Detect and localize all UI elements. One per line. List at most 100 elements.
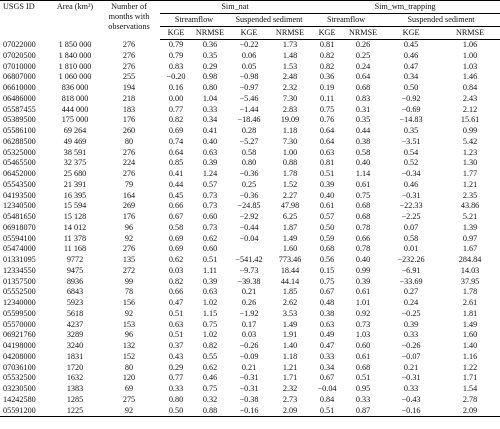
table-cell: 0.79 xyxy=(168,50,184,60)
table-cell: 1.21 xyxy=(462,179,478,189)
station-id: 05532500 xyxy=(3,373,36,383)
table-cell: 14 012 xyxy=(63,222,87,232)
table-cell: 11 378 xyxy=(63,233,87,243)
table-cell: −39.38 xyxy=(237,276,261,286)
table-cell: 1720 xyxy=(66,362,84,372)
table-row: 05325000 38 591 276 0.64 0.63 0.58 1.00 0.63 0.5… xyxy=(0,148,500,159)
table-row: 04193500 16 395 164 0.45 0.73 −0.36 2.27 0.40 0.… xyxy=(0,191,500,202)
table-cell: 14.03 xyxy=(460,265,480,275)
table-cell: 276 xyxy=(122,50,136,60)
table-cell: 0.88 xyxy=(282,158,298,168)
table-cell: 0.85 xyxy=(168,158,184,168)
station-id: 04193500 xyxy=(3,190,36,200)
table-cell: 2.32 xyxy=(282,83,298,92)
table-cell: 96 xyxy=(124,330,134,340)
table-cell: 0.64 xyxy=(319,136,335,146)
table-cell: 69 264 xyxy=(63,126,87,135)
table-cell: 0.51 xyxy=(319,169,335,178)
table-cell: 0.98 xyxy=(202,72,218,82)
table-cell: 0.83 xyxy=(355,93,371,103)
table-cell: 2.35 xyxy=(462,190,478,200)
table-cell: 1225 xyxy=(66,405,84,415)
table-row: 05570000 4237 153 0.63 0.75 0.17 1.49 0.63 0.73 0… xyxy=(0,320,500,331)
table-cell: −0.92 xyxy=(401,93,421,103)
table-cell: 0.68 xyxy=(319,244,335,254)
table-cell: −0.31 xyxy=(239,373,259,383)
table-cell: 0.60 xyxy=(202,212,218,221)
header-cell: Area (km²) xyxy=(56,2,94,11)
table-cell: 1.30 xyxy=(462,158,478,168)
table-cell: 0.33 xyxy=(403,330,419,340)
table-cell: 1383 xyxy=(66,384,84,393)
table-cell: 0.40 xyxy=(202,136,218,146)
table-cell: 8936 xyxy=(66,276,84,286)
table-cell: 1.52 xyxy=(282,179,298,189)
table-cell: 0.61 xyxy=(355,179,371,189)
station-id: 06288500 xyxy=(3,136,36,146)
station-id: 06610000 xyxy=(3,83,36,92)
table-cell: 0.27 xyxy=(403,287,419,297)
table-cell: 0.58 xyxy=(168,222,184,232)
table-cell: −0.44 xyxy=(239,222,259,232)
table-cell: 0.50 xyxy=(168,405,184,415)
station-id: 05465500 xyxy=(3,158,36,168)
table-cell: −22.33 xyxy=(399,201,423,211)
table-cell: 7.30 xyxy=(282,136,298,146)
table-cell: 1.49 xyxy=(462,319,478,329)
table-cell: 1.73 xyxy=(282,40,298,49)
station-id: 07022000 xyxy=(3,39,36,49)
table-cell: −18.46 xyxy=(237,115,261,125)
table-cell: 0.57 xyxy=(319,212,335,221)
table-cell: 0.26 xyxy=(355,40,371,49)
table-cell: 0.45 xyxy=(168,190,184,200)
group-header: Sim_nat xyxy=(160,0,311,14)
metric-header: KGE xyxy=(310,26,345,40)
table-cell: 99 xyxy=(124,276,134,286)
table-cell: 0.39 xyxy=(355,276,371,286)
group-header: Sim_wm_trapping xyxy=(310,0,500,14)
table-cell: 0.39 xyxy=(202,158,218,168)
table-cell: 0.58 xyxy=(403,233,419,243)
table-cell: 2.61 xyxy=(462,298,478,307)
table-cell: 49 469 xyxy=(63,136,87,146)
station-id: 05591200 xyxy=(3,405,36,415)
table-cell: 0.75 xyxy=(202,384,218,393)
table-cell: 0.33 xyxy=(202,104,218,114)
table-cell: 120 xyxy=(122,373,136,383)
station-id: 03230500 xyxy=(3,384,36,393)
table-cell: 1.00 xyxy=(282,147,298,157)
table-cell: 0.46 xyxy=(202,373,218,383)
table-cell: 0.50 xyxy=(319,222,335,232)
table-cell: 275 xyxy=(122,394,136,404)
table-cell: 0.47 xyxy=(168,298,184,307)
table-cell: 16 395 xyxy=(63,190,87,200)
table-cell xyxy=(228,244,270,255)
station-id: 07036100 xyxy=(3,362,36,372)
table-cell: 0.92 xyxy=(355,308,371,318)
table-cell: 0.01 xyxy=(403,244,419,254)
table-cell: 0.24 xyxy=(403,298,419,307)
table-cell: 92 xyxy=(124,233,134,243)
table-cell: 1285 xyxy=(66,394,84,404)
subgroup-header: Streamflow xyxy=(310,13,383,27)
station-id: 05481650 xyxy=(3,212,36,221)
table-cell: 0.88 xyxy=(202,405,218,415)
table-cell: 0.78 xyxy=(355,222,371,232)
table-cell: 0.82 xyxy=(168,276,184,286)
table-cell: 3289 xyxy=(66,330,84,340)
table-cell: 260 xyxy=(122,126,136,135)
table-cell: 0.73 xyxy=(202,201,218,211)
table-cell: 7.30 xyxy=(282,93,298,103)
table-cell: 0.80 xyxy=(241,158,257,168)
table-cell: 0.63 xyxy=(202,287,218,297)
station-id: 12334550 xyxy=(3,265,36,275)
table-cell: 2.32 xyxy=(282,384,298,393)
table-cell: 0.68 xyxy=(355,212,371,221)
table-cell: −0.22 xyxy=(239,40,259,49)
table-cell: 2.62 xyxy=(282,298,298,307)
table-cell: 0.67 xyxy=(168,212,184,221)
table-row: 05389500 175 000 176 0.82 0.34 −18.46 19.09 0.7… xyxy=(0,115,500,126)
table-cell: 0.06 xyxy=(241,50,257,60)
table-cell: 18.44 xyxy=(280,265,300,275)
table-cell: 0.69 xyxy=(168,233,184,243)
